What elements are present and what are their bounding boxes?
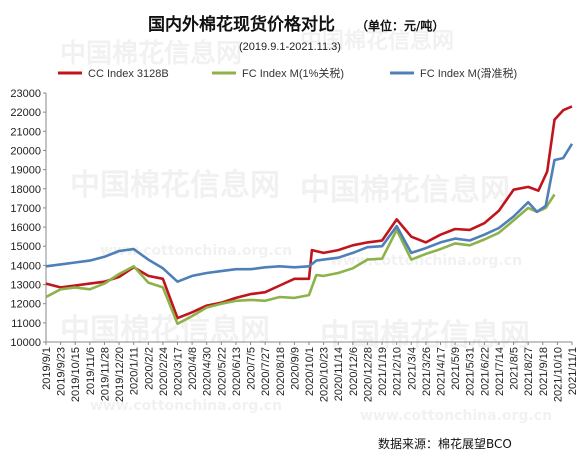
x-tick-label: 2021/3/26 bbox=[421, 347, 433, 396]
x-tick-label: 2020/3/17 bbox=[173, 347, 185, 396]
watermark-url: www.cottonchina.org.cn bbox=[90, 398, 282, 414]
x-tick-label: 2020/12/28 bbox=[362, 347, 374, 402]
y-tick-label: 14000 bbox=[10, 260, 41, 272]
x-tick-label: 2020/2/2 bbox=[143, 347, 155, 390]
x-tick-label: 2020/6/13 bbox=[231, 347, 243, 396]
x-tick-label: 2020/10/23 bbox=[319, 347, 331, 402]
y-tick-label: 11000 bbox=[11, 318, 41, 330]
watermark-url: www.cottonchina.org.cn bbox=[360, 408, 552, 424]
y-tick-label: 22000 bbox=[10, 107, 41, 119]
x-tick-label: 2021/11/1 bbox=[567, 347, 579, 395]
y-tick-label: 12000 bbox=[10, 299, 41, 311]
y-tick-label: 16000 bbox=[10, 222, 41, 234]
x-tick-label: 2020/7/27 bbox=[260, 347, 272, 396]
x-tick-label: 2019/11/28 bbox=[99, 347, 111, 401]
x-tick-label: 2021/2/10 bbox=[392, 347, 404, 396]
y-tick-label: 10000 bbox=[10, 337, 41, 349]
legend-label: FC Index M(滑准税) bbox=[420, 66, 517, 80]
x-tick-label: 2019/10/15 bbox=[70, 347, 82, 402]
x-tick-label: 2021/5/31 bbox=[465, 347, 477, 396]
x-tick-label: 2020/4/30 bbox=[202, 347, 214, 396]
watermark-url: www.cottonchina.org.cn bbox=[330, 253, 522, 269]
y-tick-label: 17000 bbox=[10, 203, 41, 215]
x-tick-label: 2021/8/5 bbox=[509, 347, 521, 390]
watermark-text: 中国棉花信息网 bbox=[70, 168, 280, 203]
chart-unit: （单位：元/吨） bbox=[356, 18, 444, 33]
x-tick-label: 2021/9/18 bbox=[538, 347, 550, 396]
x-tick-label: 2019/9/23 bbox=[56, 347, 68, 396]
legend: CC Index 3128B FC Index M(1%关税) FC Index M… bbox=[58, 66, 517, 80]
series-line-1 bbox=[45, 105, 573, 320]
x-tick-label: 2020/8/18 bbox=[275, 347, 287, 396]
y-tick-label: 18000 bbox=[10, 184, 41, 196]
series-group bbox=[45, 105, 574, 326]
chart-title: 国内外棉花现货价格对比 bbox=[148, 14, 335, 35]
x-tick-label: 2021/7/14 bbox=[494, 347, 506, 396]
source-note: 数据来源：棉花展望BCO bbox=[378, 436, 512, 451]
watermark-text: 中国棉花信息网 bbox=[60, 38, 242, 69]
x-tick-label: 2019/12/20 bbox=[114, 347, 126, 402]
y-tick-label: 20000 bbox=[10, 145, 41, 157]
y-tick-label: 21000 bbox=[10, 126, 41, 138]
x-tick-label: 2019/11/6 bbox=[85, 347, 97, 395]
legend-label: CC Index 3128B bbox=[88, 68, 169, 80]
legend-label: FC Index M(1%关税) bbox=[242, 66, 344, 80]
x-tick-label: 2021/8/27 bbox=[523, 347, 535, 396]
x-axis: 2019/9/1 2019/9/23 2019/10/15 2019/11/6 2019… bbox=[41, 341, 579, 402]
x-tick-label: 2021/3/4 bbox=[406, 347, 418, 390]
x-tick-label: 2020/2/24 bbox=[158, 347, 170, 396]
x-tick-label: 2020/7/5 bbox=[246, 347, 258, 390]
x-tick-label: 2019/9/1 bbox=[41, 347, 53, 390]
x-tick-label: 2021/10/10 bbox=[552, 347, 564, 402]
x-tick-label: 2020/10/1 bbox=[304, 347, 316, 396]
x-tick-label: 2020/11/14 bbox=[333, 347, 345, 401]
watermark-text: 中国棉花信息网 bbox=[320, 318, 530, 353]
y-tick-label: 23000 bbox=[10, 88, 41, 100]
y-tick-label: 15000 bbox=[10, 241, 41, 253]
x-tick-label: 2020/12/6 bbox=[348, 347, 360, 396]
series-line-2 bbox=[45, 193, 556, 326]
x-tick-label: 2021/1/19 bbox=[377, 347, 389, 396]
x-tick-label: 2021/6/22 bbox=[479, 347, 491, 396]
x-tick-label: 2021/5/9 bbox=[450, 347, 462, 390]
watermark-url: www.cottonchina.org.cn bbox=[100, 243, 292, 259]
watermark-text: 中国棉花信息网 bbox=[300, 173, 510, 208]
x-tick-label: 2020/5/22 bbox=[216, 347, 228, 396]
series-line-3 bbox=[45, 143, 574, 283]
x-tick-label: 2020/1/11 bbox=[129, 347, 141, 395]
y-tick-label: 13000 bbox=[10, 280, 41, 292]
x-tick-label: 2020/4/8 bbox=[187, 347, 199, 390]
watermark-text: 中国棉花信息网 bbox=[60, 313, 270, 348]
y-tick-label: 19000 bbox=[10, 165, 41, 177]
chart-subtitle: (2019.9.1-2021.11.3) bbox=[239, 41, 341, 53]
x-tick-label: 2021/4/17 bbox=[436, 347, 448, 396]
watermark-text: 中国棉花信息网 bbox=[300, 28, 454, 54]
x-tick-label: 2020/9/9 bbox=[289, 347, 301, 390]
y-axis: 10000 11000 12000 13000 14000 15000 16000 17000… bbox=[10, 88, 47, 349]
